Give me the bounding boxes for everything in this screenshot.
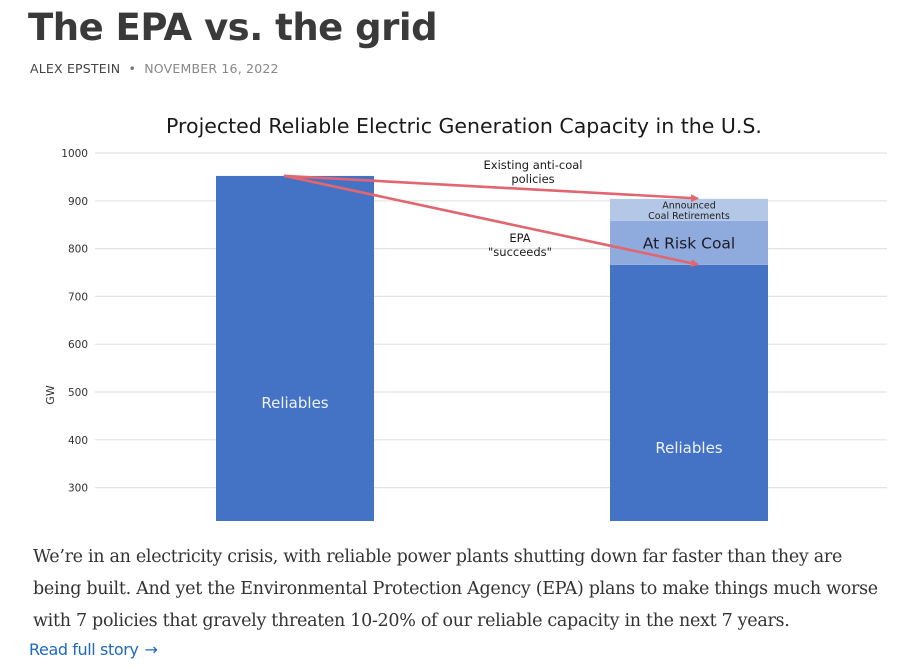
annotation-text-2-line-1: EPA: [509, 231, 530, 245]
bar-label-announced-coal-retirements-line-2: Coal Retirements: [648, 211, 730, 222]
bar-label-reliables-projected-line-1: Reliables: [655, 439, 722, 457]
read-more-label: Read full story: [29, 640, 139, 659]
byline: ALEX EPSTEIN • NOVEMBER 16, 2022: [30, 61, 279, 76]
publish-date: NOVEMBER 16, 2022: [144, 61, 279, 76]
y-tick-label: 600: [68, 339, 88, 351]
byline-separator: •: [128, 61, 137, 76]
bar-reliables-projected: [610, 264, 768, 521]
arrow-right-icon: →: [144, 640, 158, 659]
annotation-text-1-line-2: policies: [511, 172, 554, 186]
bar-label-reliables-current-line-1: Reliables: [261, 394, 328, 412]
y-tick-label: 900: [68, 196, 88, 208]
annotation-text-2-line-2: "succeeds": [488, 245, 552, 259]
y-tick-label: 300: [68, 483, 88, 495]
bar-announced-coal-retirements-projected: [610, 198, 768, 221]
y-tick-label: 500: [68, 387, 88, 399]
y-axis-label: GW: [44, 385, 57, 405]
bars: Reliables Reliables At Risk Coal AnnouncedC…: [216, 175, 768, 521]
capacity-chart: Projected Reliable Electric Generation C…: [44, 114, 887, 521]
bar-label-at-risk-coal-line-1: At Risk Coal: [643, 234, 736, 252]
bar-label-announced-coal-retirements-line-1: Announced: [662, 200, 716, 211]
annotation-arrow-1: [283, 174, 699, 203]
y-tick-label: 800: [68, 244, 88, 256]
read-full-story-link[interactable]: Read full story →: [29, 640, 158, 659]
annotation-arrow-2: [283, 174, 699, 268]
bar-at-risk-coal-projected: [610, 220, 768, 265]
y-tick-label: 400: [68, 435, 88, 447]
y-axis-ticks: 300 400 500 600 700 800 900 1000: [61, 148, 88, 495]
bar-reliables-current: [216, 175, 374, 521]
author-name[interactable]: ALEX EPSTEIN: [30, 61, 121, 76]
y-tick-label: 1000: [61, 148, 88, 160]
article-summary: We’re in an electricity crisis, with rel…: [33, 547, 878, 631]
annotation-text-1-line-1: Existing anti-coal: [484, 158, 583, 172]
article-title[interactable]: The EPA vs. the grid: [28, 6, 438, 49]
y-tick-label: 700: [68, 291, 88, 303]
gridlines: [95, 152, 887, 489]
chart-title: Projected Reliable Electric Generation C…: [166, 114, 762, 138]
